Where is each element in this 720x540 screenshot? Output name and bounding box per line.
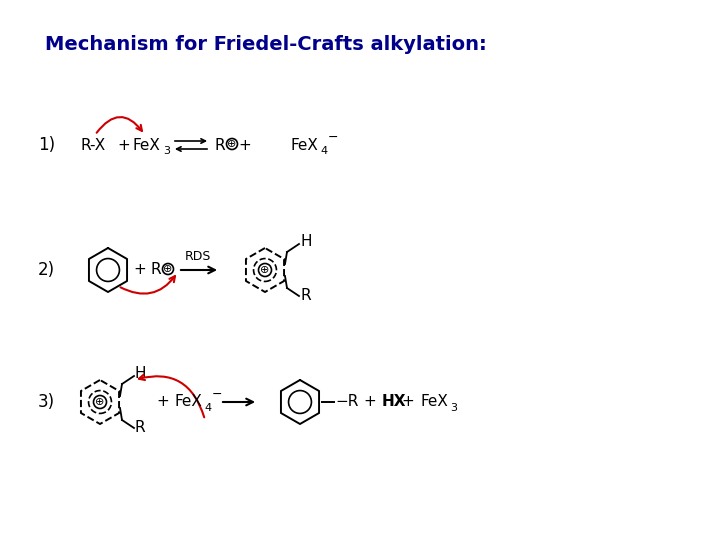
- Text: H: H: [300, 234, 312, 249]
- Text: +: +: [402, 395, 415, 409]
- Text: FeX: FeX: [420, 395, 448, 409]
- Text: −R: −R: [335, 395, 359, 409]
- Text: FeX: FeX: [290, 138, 318, 152]
- Text: R: R: [150, 262, 161, 278]
- Text: 3: 3: [163, 146, 170, 156]
- Text: −: −: [328, 131, 338, 144]
- Text: 4: 4: [320, 146, 327, 156]
- Text: +: +: [117, 138, 130, 152]
- Text: 2): 2): [38, 261, 55, 279]
- Text: +: +: [157, 395, 169, 409]
- Text: ⊕: ⊕: [95, 397, 104, 407]
- Text: R: R: [214, 138, 225, 152]
- Text: R: R: [135, 421, 145, 435]
- Text: +: +: [238, 138, 251, 152]
- Text: 1): 1): [38, 136, 55, 154]
- Text: HX: HX: [382, 395, 407, 409]
- Text: −: −: [212, 388, 222, 401]
- Text: Mechanism for Friedel-Crafts alkylation:: Mechanism for Friedel-Crafts alkylation:: [45, 35, 487, 54]
- Text: ⊕: ⊕: [163, 264, 173, 274]
- Text: ⊕: ⊕: [228, 139, 237, 149]
- Text: 4: 4: [204, 403, 211, 413]
- Text: 3): 3): [38, 393, 55, 411]
- Text: +: +: [364, 395, 377, 409]
- Text: RDS: RDS: [185, 249, 211, 262]
- Text: R: R: [300, 288, 310, 303]
- Text: R-X: R-X: [80, 138, 105, 152]
- Text: FeX: FeX: [174, 395, 202, 409]
- Text: +: +: [134, 262, 146, 278]
- Text: FeX: FeX: [133, 138, 161, 152]
- Text: H: H: [135, 367, 146, 381]
- Text: 3: 3: [450, 403, 457, 413]
- Text: ⊕: ⊕: [261, 265, 270, 275]
